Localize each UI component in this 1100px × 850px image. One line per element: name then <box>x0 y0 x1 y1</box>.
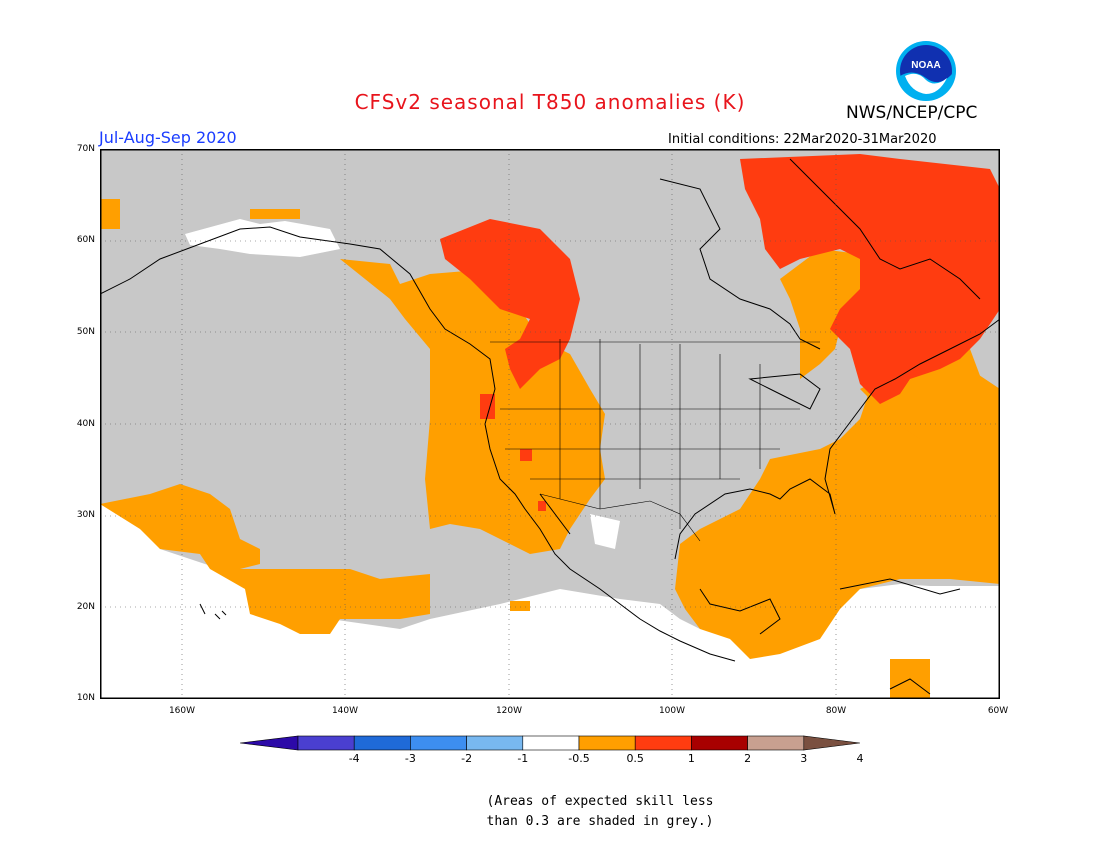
lon-label: 60W <box>987 706 1009 716</box>
state-borders <box>490 339 820 542</box>
anomaly-map <box>100 149 1000 699</box>
colorbar-tick-label: -3 <box>404 752 416 765</box>
colorbar-tick-label: -2 <box>461 752 473 765</box>
colorbar-segment <box>578 735 636 751</box>
lat-label: 20N <box>76 602 95 612</box>
coastlines <box>100 158 1000 695</box>
colorbar <box>240 735 860 751</box>
colorbar-tick-label: 3 <box>800 752 808 765</box>
lon-label: 120W <box>495 706 523 716</box>
skill-note-line: (Areas of expected skill less <box>486 794 714 809</box>
colorbar-segment <box>466 735 524 751</box>
noaa-logo-icon: NOAA <box>896 41 956 101</box>
colorbar-arrow-right <box>803 735 860 751</box>
colorbar-arrow-left <box>240 735 299 751</box>
colorbar-tick-label: 0.5 <box>626 752 644 765</box>
skill-note-line: than 0.3 are shaded in grey.) <box>486 814 714 829</box>
colorbar-segment <box>297 735 355 751</box>
lat-label: 40N <box>76 419 95 429</box>
lat-label: 60N <box>76 235 95 245</box>
chart-title: CFSv2 seasonal T850 anomalies (K) <box>354 90 746 114</box>
lon-label: 100W <box>658 706 686 716</box>
colorbar-tick-label: -4 <box>348 752 360 765</box>
initial-conditions: Initial conditions: 22Mar2020-31Mar2020 <box>668 132 937 147</box>
colorbar-tick-label: 1 <box>687 752 695 765</box>
lat-label: 30N <box>76 510 95 520</box>
colorbar-tick-label: -1 <box>517 752 529 765</box>
colorbar-segment <box>691 735 748 751</box>
skill-note: (Areas of expected skill less than 0.3 a… <box>0 792 1100 832</box>
lon-label: 140W <box>331 706 359 716</box>
colorbar-segment <box>634 735 692 751</box>
map-frame <box>100 149 1000 699</box>
colorbar-tick-label: 4 <box>856 752 864 765</box>
lat-label: 10N <box>76 693 95 703</box>
colorbar-segment <box>410 735 467 751</box>
agency-label: NWS/NCEP/CPC <box>846 103 978 123</box>
lat-label: 70N <box>76 144 95 154</box>
colorbar-tick-label: 2 <box>744 752 752 765</box>
colorbar-segment <box>747 735 805 751</box>
lon-label: 80W <box>825 706 847 716</box>
forecast-period: Jul-Aug-Sep 2020 <box>99 128 237 147</box>
lat-lon-grid <box>100 149 1000 699</box>
lon-label: 160W <box>168 706 196 716</box>
colorbar-segment <box>353 735 411 751</box>
lat-label: 50N <box>76 327 95 337</box>
hot-regions <box>440 154 1000 511</box>
logo-text: NOAA <box>911 60 940 71</box>
colorbar-tick-label: -0.5 <box>568 752 590 765</box>
colorbar-segment <box>522 735 580 751</box>
